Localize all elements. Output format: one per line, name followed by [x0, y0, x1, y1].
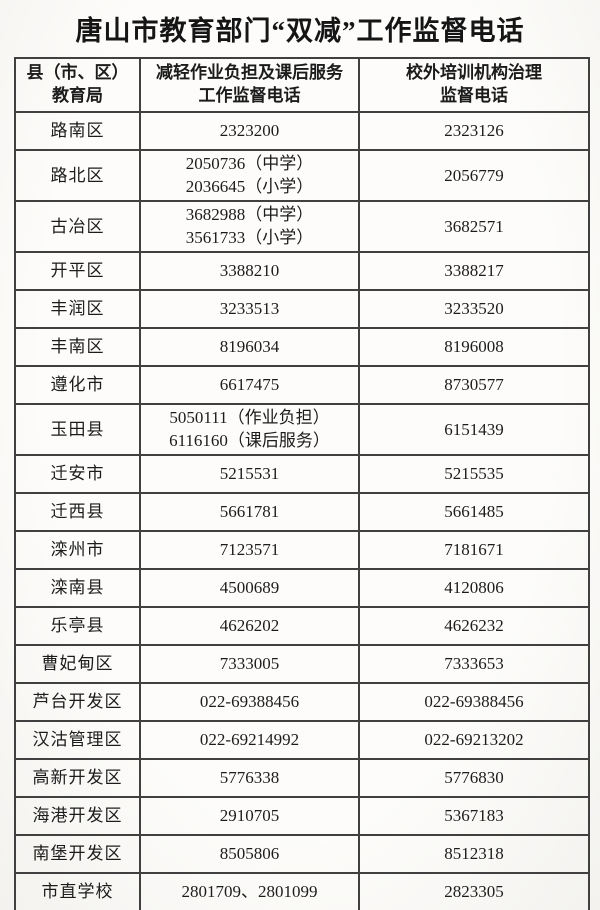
table-row: 海港开发区 2910705 5367183: [14, 795, 590, 836]
district-cell: 迁西县: [14, 491, 141, 532]
homework-phone-cell: 5215531: [139, 453, 360, 494]
header-district-line2: 教育局: [52, 86, 103, 105]
training-phone-cell: 8730577: [358, 364, 590, 405]
homework-phone-cell: 6617475: [139, 364, 360, 405]
district-cell: 滦南县: [14, 567, 141, 608]
district-cell: 路南区: [14, 111, 141, 151]
header-homework-line1: 减轻作业负担及课后服务: [156, 63, 343, 83]
table-row: 汉沽管理区 022-69214992 022-69213202: [14, 719, 590, 760]
district-cell: 市直学校: [14, 871, 141, 910]
table-row: 南堡开发区 8505806 8512318: [14, 833, 590, 874]
homework-phone-cell: 2323200: [139, 111, 360, 151]
homework-phone-cell: 3233513: [139, 288, 360, 329]
homework-phone-cell: 7333005: [139, 643, 360, 684]
homework-phone-cell: 3682988（中学） 3561733（小学）: [139, 199, 360, 253]
table-row: 路北区 2050736（中学） 2036645（小学） 2056779: [14, 149, 590, 202]
training-phone-cell: 5367183: [358, 795, 590, 836]
header-training-supervision: 校外培训机构治理 监督电话: [358, 57, 590, 113]
homework-phone-cell: 4626202: [139, 605, 360, 646]
homework-phone-cell: 5776338: [139, 757, 360, 798]
district-cell: 海港开发区: [14, 795, 141, 836]
table-row: 迁西县 5661781 5661485: [14, 491, 590, 532]
training-phone-cell: 4120806: [358, 567, 590, 608]
district-cell: 古冶区: [14, 199, 141, 253]
homework-phone-cell: 022-69388456: [139, 681, 360, 722]
district-cell: 曹妃甸区: [14, 643, 141, 684]
training-phone-cell: 6151439: [358, 402, 590, 456]
training-phone-cell: 022-69213202: [358, 719, 590, 760]
table-row: 玉田县 5050111（作业负担） 6116160（课后服务） 6151439: [14, 402, 590, 456]
table-row: 乐亭县 4626202 4626232: [14, 605, 590, 646]
district-cell: 玉田县: [14, 402, 141, 456]
table-row: 开平区 3388210 3388217: [14, 250, 590, 291]
district-cell: 芦台开发区: [14, 681, 141, 722]
header-training-line2: 监督电话: [440, 86, 508, 105]
training-phone-cell: 4626232: [358, 605, 590, 646]
header-district-line1: 县（市、区）: [26, 63, 129, 83]
table-row: 滦南县 4500689 4120806: [14, 567, 590, 608]
table-row: 路南区 2323200 2323126: [14, 111, 590, 151]
district-cell: 滦州市: [14, 529, 141, 570]
homework-phone-cell: 3388210: [139, 250, 360, 291]
table-row: 滦州市 7123571 7181671: [14, 529, 590, 570]
training-phone-cell: 5661485: [358, 491, 590, 532]
district-cell: 汉沽管理区: [14, 719, 141, 760]
district-cell: 遵化市: [14, 364, 141, 405]
table-row: 古冶区 3682988（中学） 3561733（小学） 3682571: [14, 199, 590, 253]
district-cell: 路北区: [14, 149, 141, 202]
header-homework-supervision: 减轻作业负担及课后服务 工作监督电话: [139, 57, 360, 113]
training-phone-cell: 3682571: [358, 199, 590, 253]
training-phone-cell: 2823305: [358, 871, 590, 910]
training-phone-cell: 5776830: [358, 757, 590, 798]
header-homework-line2: 工作监督电话: [198, 86, 301, 105]
homework-phone-cell: 5661781: [139, 491, 360, 532]
homework-phone-cell: 5050111（作业负担） 6116160（课后服务）: [139, 402, 360, 456]
homework-phone-cell: 2050736（中学） 2036645（小学）: [139, 149, 360, 202]
header-district: 县（市、区） 教育局: [14, 57, 141, 113]
table-row: 迁安市 5215531 5215535: [14, 453, 590, 494]
training-phone-cell: 5215535: [358, 453, 590, 494]
homework-phone-cell: 7123571: [139, 529, 360, 570]
table-row: 丰润区 3233513 3233520: [14, 288, 590, 329]
phone-table: 县（市、区） 教育局 减轻作业负担及课后服务 工作监督电话 校外培训机构治理 监…: [14, 57, 590, 910]
district-cell: 开平区: [14, 250, 141, 291]
homework-phone-cell: 8505806: [139, 833, 360, 874]
table-row: 市直学校 2801709、2801099 2823305: [14, 871, 590, 910]
district-cell: 丰润区: [14, 288, 141, 329]
training-phone-cell: 7333653: [358, 643, 590, 684]
district-cell: 高新开发区: [14, 757, 141, 798]
homework-phone-cell: 022-69214992: [139, 719, 360, 760]
table-row: 曹妃甸区 7333005 7333653: [14, 643, 590, 684]
training-phone-cell: 8512318: [358, 833, 590, 874]
homework-phone-cell: 2910705: [139, 795, 360, 836]
table-header-row: 县（市、区） 教育局 减轻作业负担及课后服务 工作监督电话 校外培训机构治理 监…: [14, 57, 590, 113]
training-phone-cell: 7181671: [358, 529, 590, 570]
district-cell: 乐亭县: [14, 605, 141, 646]
phone-table-body: 路南区 2323200 2323126 路北区 2050736（中学） 20366…: [14, 111, 590, 910]
training-phone-cell: 3233520: [358, 288, 590, 329]
table-row: 高新开发区 5776338 5776830: [14, 757, 590, 798]
district-cell: 丰南区: [14, 326, 141, 367]
table-row: 遵化市 6617475 8730577: [14, 364, 590, 405]
homework-phone-cell: 8196034: [139, 326, 360, 367]
training-phone-cell: 8196008: [358, 326, 590, 367]
district-cell: 迁安市: [14, 453, 141, 494]
table-row: 丰南区 8196034 8196008: [14, 326, 590, 367]
training-phone-cell: 3388217: [358, 250, 590, 291]
table-row: 芦台开发区 022-69388456 022-69388456: [14, 681, 590, 722]
page-title: 唐山市教育部门“双减”工作监督电话: [75, 16, 525, 46]
district-cell: 南堡开发区: [14, 833, 141, 874]
training-phone-cell: 022-69388456: [358, 681, 590, 722]
homework-phone-cell: 4500689: [139, 567, 360, 608]
header-training-line1: 校外培训机构治理: [406, 63, 542, 83]
training-phone-cell: 2323126: [358, 111, 590, 151]
training-phone-cell: 2056779: [358, 149, 590, 202]
homework-phone-cell: 2801709、2801099: [139, 871, 360, 910]
